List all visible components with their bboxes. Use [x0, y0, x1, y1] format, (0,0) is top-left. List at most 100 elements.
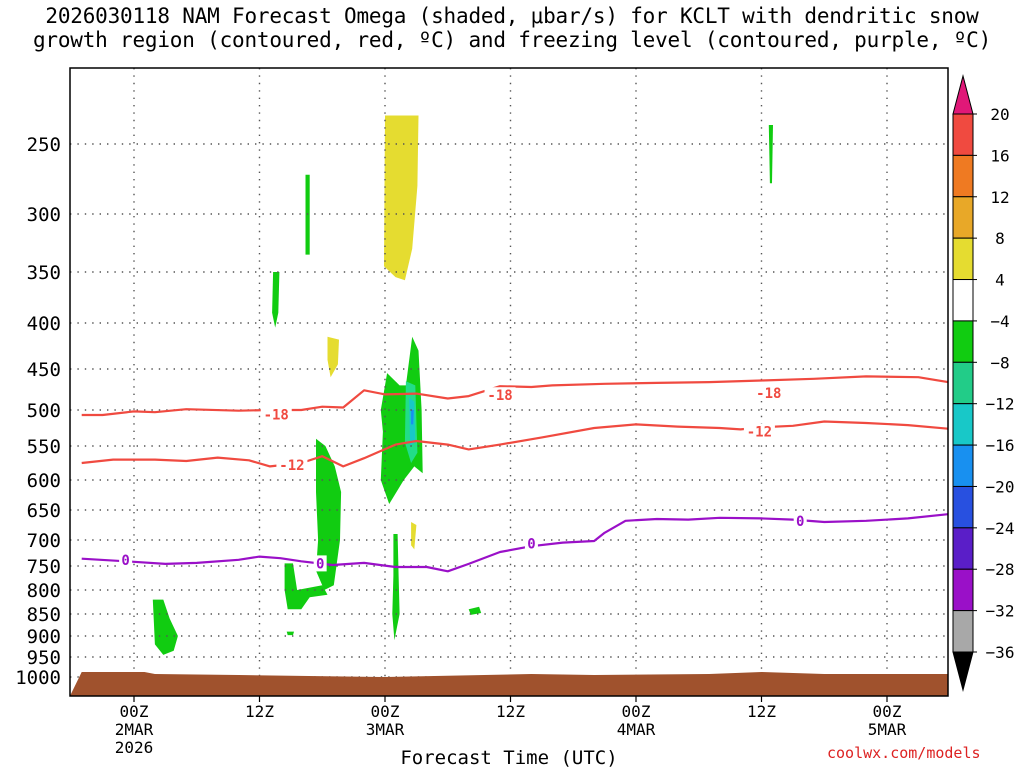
- contour-label: -12: [747, 425, 772, 441]
- colorbar-swatch-4: [952, 279, 974, 322]
- contour-line-0-2: [81, 513, 949, 573]
- x-tick-label: 12Z: [245, 702, 274, 721]
- y-tick-label-500: 500: [27, 400, 61, 422]
- colorbar-label: 8: [995, 229, 1005, 248]
- colorbar-swatch-2: [952, 196, 974, 239]
- contour-label: 0: [796, 514, 804, 530]
- chart-title-line1: 2026030118 NAM Forecast Omega (shaded, μ…: [45, 4, 979, 28]
- y-tick-label-950: 950: [27, 647, 61, 669]
- ground-layer: [70, 672, 948, 696]
- colorbar-label: 4: [995, 271, 1005, 290]
- colorbar-label: 16: [990, 146, 1009, 165]
- y-tick-label-850: 850: [27, 604, 61, 626]
- omega-region-green-1: [284, 563, 328, 610]
- y-tick-label-1000: 1000: [15, 667, 61, 689]
- y-tick-label-350: 350: [27, 262, 61, 284]
- y-tick-label-700: 700: [27, 530, 61, 552]
- x-tick-label: 00Z: [873, 702, 902, 721]
- colorbar-swatch-5: [952, 320, 974, 363]
- contours: -18 -18 -18 -12 -12 0 0 0 0: [81, 375, 949, 573]
- contour-label: -18: [487, 388, 512, 404]
- omega-region-blue-12: [411, 410, 414, 425]
- x-tick-label: 00Z: [120, 702, 149, 721]
- y-tick-label-300: 300: [27, 204, 61, 226]
- x-tick-label: 00Z: [371, 702, 400, 721]
- x-tick-label: 2026: [115, 738, 154, 757]
- contour-label-bg: [753, 384, 785, 401]
- y-tick-label-250: 250: [27, 134, 61, 156]
- contour-label: 0: [527, 537, 535, 553]
- contour-label: -18: [264, 407, 289, 423]
- contour-label-bg: [484, 387, 516, 404]
- colorbar-swatch-6: [952, 361, 974, 405]
- colorbar-swatch-1: [952, 154, 974, 198]
- omega-region-green-2: [316, 438, 342, 590]
- colorbar-label: −4: [990, 312, 1009, 331]
- omega-region-green-0: [152, 599, 178, 655]
- contour-label-bg: [793, 512, 807, 529]
- x-tick-label: 2MAR: [115, 720, 154, 739]
- omega-region-green-4: [305, 174, 310, 255]
- y-tick-label-650: 650: [27, 500, 61, 522]
- colorbar-swatch-7: [952, 403, 974, 446]
- colorbar-label: −24: [986, 519, 1015, 538]
- colorbar-label: −28: [986, 560, 1015, 579]
- colorbar-label: 12: [990, 188, 1009, 207]
- omega-region-yellow-14: [327, 336, 339, 378]
- x-axis-title: Forecast Time (UTC): [400, 747, 617, 768]
- colorbar-label: 20: [990, 105, 1009, 124]
- colorbar-top-arrow: [952, 74, 974, 115]
- omega-region-green-7: [392, 534, 400, 641]
- omega-shading: [152, 115, 773, 655]
- colorbar-swatch-9: [952, 485, 974, 529]
- contour-label: -18: [756, 386, 781, 402]
- x-tick-label: 12Z: [747, 702, 776, 721]
- grid-lines: [70, 68, 948, 696]
- colorbar-swatch-11: [952, 568, 974, 612]
- omega-region-green-8: [468, 606, 482, 615]
- y-axis: 2503003504004505005506006507007508008509…: [15, 134, 61, 689]
- contour-label-bg: [276, 457, 308, 474]
- contour-label: 0: [316, 556, 324, 572]
- chart-title: 2026030118 NAM Forecast Omega (shaded, μ…: [0, 4, 1024, 52]
- omega-region-green-9: [768, 125, 773, 184]
- y-tick-label-800: 800: [27, 580, 61, 602]
- contour-label-bg: [743, 423, 775, 440]
- y-tick-label-450: 450: [27, 359, 61, 381]
- colorbar-label: −12: [986, 395, 1015, 414]
- x-tick-label: 5MAR: [868, 720, 907, 739]
- colorbar-label: −20: [986, 477, 1015, 496]
- x-tick-label: 12Z: [496, 702, 525, 721]
- colorbar-label: −16: [986, 436, 1015, 455]
- colorbar-label: −8: [990, 353, 1009, 372]
- contour-label-bg: [313, 555, 327, 572]
- colorbar: 20 16 12 8 4 −4 −8 −12 −16 −20 −24 −28 −32 −36: [952, 74, 1015, 692]
- contour-line--12-1: [81, 420, 949, 468]
- contour-label-bg: [260, 406, 292, 423]
- x-tick-label: 3MAR: [366, 720, 405, 739]
- x-tick-label: 00Z: [622, 702, 651, 721]
- y-tick-label-600: 600: [27, 470, 61, 492]
- contour-label: 0: [121, 553, 129, 569]
- y-tick-label-400: 400: [27, 313, 61, 335]
- contour-line--18-0: [81, 375, 949, 417]
- colorbar-swatch-12: [952, 610, 974, 653]
- omega-region-yellow-13: [384, 115, 419, 281]
- colorbar-label: −36: [986, 643, 1015, 662]
- watermark: coolwx.com/models: [827, 744, 981, 762]
- plot-frame: [69, 67, 949, 697]
- y-tick-label-900: 900: [27, 626, 61, 648]
- colorbar-swatch-8: [952, 444, 974, 487]
- contour-label-bg: [524, 535, 538, 552]
- y-tick-label-550: 550: [27, 436, 61, 458]
- omega-region-green-6: [380, 336, 423, 504]
- omega-region-green-5: [272, 272, 280, 328]
- omega-region-yellow-15: [411, 522, 417, 550]
- colorbar-bottom-arrow: [952, 651, 974, 692]
- contour-label-bg: [119, 551, 133, 568]
- x-tick-label: 4MAR: [617, 720, 656, 739]
- contour-label: -12: [279, 458, 304, 474]
- y-tick-label-750: 750: [27, 556, 61, 578]
